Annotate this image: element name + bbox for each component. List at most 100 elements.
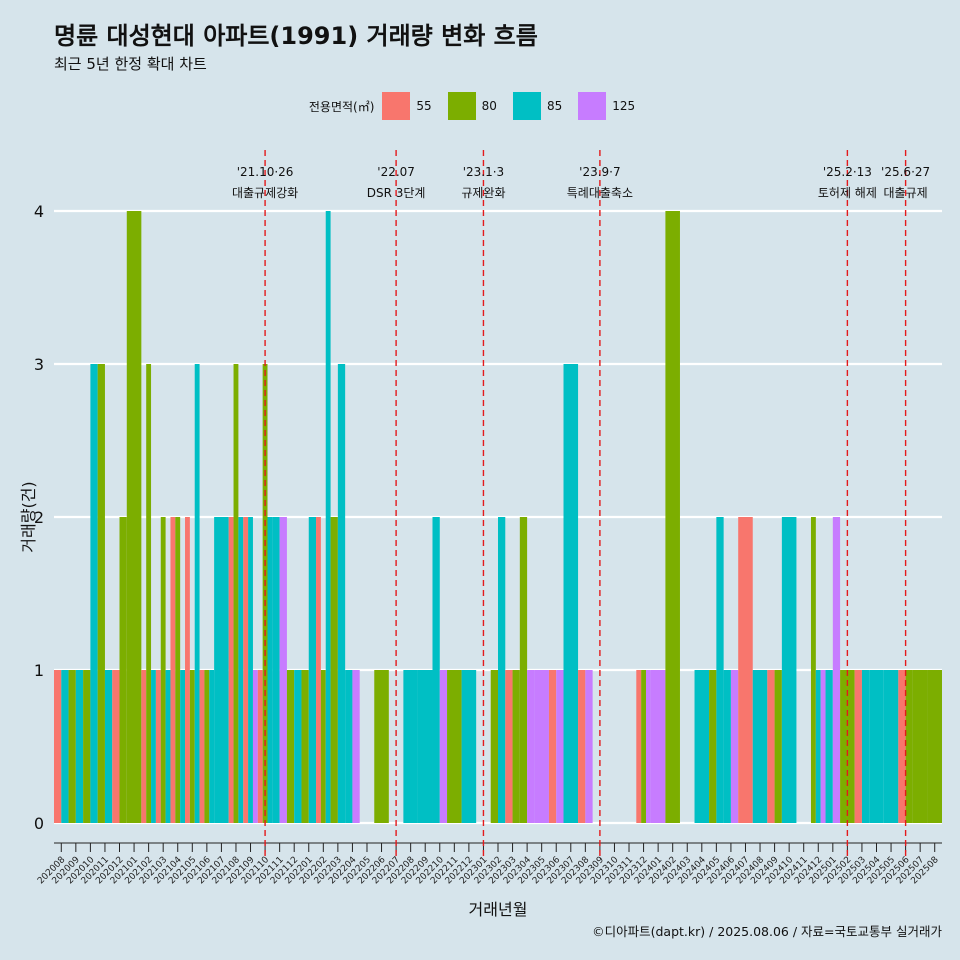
bar-202009-80	[68, 670, 76, 823]
bar-202201-80	[301, 670, 309, 823]
event-label: 규제완화	[461, 186, 505, 200]
y-tick-label: 4	[34, 202, 44, 221]
bar-202202-55	[316, 517, 321, 823]
legend-label: 85	[546, 99, 563, 113]
bar-202306-125	[556, 670, 564, 823]
bar-202308-125	[585, 670, 593, 823]
y-tick-label: 2	[34, 508, 44, 527]
event-label: 토허제 해제	[818, 186, 877, 200]
legend-swatch	[382, 92, 411, 120]
legend-label: 125	[612, 99, 636, 113]
bar-202408-85	[752, 670, 768, 823]
event-label: 대출규제	[884, 186, 928, 200]
legend-swatch	[447, 92, 476, 120]
chart-subtitle: 최근 5년 한정 확대 차트	[54, 55, 207, 73]
bar-202012-55	[112, 670, 120, 823]
bar-202410-85	[781, 517, 797, 823]
bar-202306-55	[548, 670, 557, 823]
y-tick-label: 3	[34, 355, 44, 374]
y-tick-label: 1	[34, 661, 44, 680]
bar-202502-80	[840, 670, 855, 823]
bar-202203-80	[330, 517, 338, 823]
bar-202104-85	[180, 670, 186, 823]
bar-202308-55	[578, 670, 586, 823]
bar-202307-85	[563, 364, 579, 823]
bar-202312-125	[646, 670, 651, 823]
bar-202302-85	[498, 517, 506, 823]
bar-202112-80	[286, 670, 295, 823]
bar-202011-80	[97, 364, 105, 823]
bar-202202-80	[320, 670, 326, 823]
bar-202105-55	[185, 517, 190, 823]
bar-202103-85	[165, 670, 171, 823]
bar-202409-55	[767, 670, 775, 823]
bar-202102-85	[151, 670, 156, 823]
bar-202209-85	[417, 670, 433, 823]
bar-202412-80	[810, 517, 816, 823]
bar-202104-55	[170, 517, 176, 823]
bar-202303-55	[505, 670, 513, 823]
legend-swatch	[578, 92, 607, 120]
bar-202412-85	[815, 670, 821, 823]
bar-202202-85	[325, 211, 331, 823]
bar-202109-125	[252, 670, 258, 823]
bar-202304-80	[519, 517, 528, 823]
bar-202312-80	[641, 670, 646, 823]
x-axis-title: 거래년월	[469, 900, 528, 919]
bar-202506-80	[905, 670, 913, 823]
bar-202102-80	[146, 364, 152, 823]
y-axis-title: 거래량(건)	[19, 481, 38, 552]
bar-202210-85	[432, 517, 440, 823]
bar-202102-55	[141, 670, 147, 823]
legend: 전용면적(㎡) 55 80 85 125	[0, 92, 960, 120]
event-date: '23.1·3	[463, 165, 504, 179]
bar-202503-55	[854, 670, 862, 823]
legend-item-125: 125	[578, 92, 647, 120]
bar-202305-125	[534, 670, 549, 823]
bar-202109-85	[248, 517, 253, 823]
bar-202503-85	[861, 670, 870, 823]
bar-202406-125	[730, 670, 739, 823]
bar-202504-85	[869, 670, 884, 823]
legend-item-80: 80	[447, 92, 509, 120]
bar-202505-85	[883, 670, 899, 823]
bar-202008-85	[61, 670, 69, 823]
bar-202111-125	[279, 517, 287, 823]
bar-202110-55	[257, 670, 263, 823]
event-label: 특례대출축소	[567, 186, 633, 200]
bar-202111-85	[272, 517, 280, 823]
chart-title: 명륜 대성현대 아파트(1991) 거래량 변화 흐름	[54, 22, 538, 50]
bar-202406-85	[723, 670, 731, 823]
bar-202507-80	[912, 670, 928, 823]
bar-202407-55	[738, 517, 753, 823]
bar-202106-55	[199, 670, 205, 823]
bar-202304-125	[527, 670, 535, 823]
bar-202303-80	[512, 670, 520, 823]
bar-202203-85	[337, 364, 346, 823]
bar-202009-85	[75, 670, 84, 823]
bar-202211-80	[447, 670, 462, 823]
bar-202012-80	[119, 517, 127, 823]
bar-202105-85	[194, 364, 200, 823]
bar-202409-80	[774, 670, 782, 823]
bar-202107-85	[214, 517, 229, 823]
event-date: '21.10·26	[237, 165, 294, 179]
bar-202112-85	[294, 670, 302, 823]
bar-202401-125	[650, 670, 666, 823]
legend-item-55: 55	[382, 92, 443, 120]
event-date: '25.6·27	[881, 165, 930, 179]
bar-202212-85	[461, 670, 477, 823]
legend-swatch	[512, 92, 541, 120]
bar-202210-125	[439, 670, 448, 823]
bar-202204-125	[352, 670, 360, 823]
bar-202105-80	[189, 670, 195, 823]
source-caption: ©디아파트(dapt.kr) / 2025.08.06 / 자료=국토교통부 실…	[592, 924, 942, 939]
event-label: DSR 3단계	[367, 186, 426, 200]
y-tick-label: 0	[34, 814, 44, 833]
bar-202501-85	[825, 670, 833, 823]
event-date: '25.2·13	[823, 165, 872, 179]
bar-202405-80	[709, 670, 717, 823]
bar-202412-125	[820, 670, 826, 823]
bar-202302-80	[490, 670, 498, 823]
legend-title: 전용면적(㎡)	[308, 99, 375, 114]
